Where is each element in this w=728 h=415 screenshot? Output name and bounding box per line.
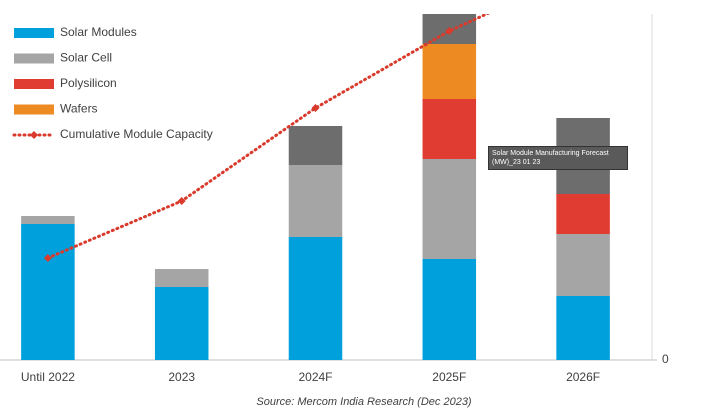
bar-segment <box>154 269 209 287</box>
x-tick-label: 2026F <box>566 370 600 384</box>
line-marker <box>177 197 186 205</box>
line <box>46 14 491 260</box>
legend-label: Cumulative Module Capacity <box>60 127 213 141</box>
legend-label: Wafers <box>60 102 98 116</box>
bar-segment <box>556 234 610 296</box>
line-marker <box>43 254 52 262</box>
y2-tick-label: 0 <box>662 352 669 366</box>
bar-segment <box>422 99 477 159</box>
line-marker <box>311 104 320 112</box>
bar-segment <box>21 216 75 224</box>
legend-label: Solar Cell <box>60 51 112 65</box>
legend-label: Solar Modules <box>60 25 137 39</box>
bar-segment <box>288 237 343 360</box>
plot <box>21 14 610 360</box>
bar-segment <box>422 159 477 259</box>
bar-segment <box>556 296 610 360</box>
line-marker <box>445 27 454 35</box>
x-tick-label: Until 2022 <box>21 370 75 384</box>
bar-segment <box>21 224 75 360</box>
tooltip: Solar Module Manufacturing Forecast (MW)… <box>488 146 628 170</box>
bar-segment <box>154 287 209 360</box>
legend-swatch <box>14 79 54 89</box>
legend-swatch <box>14 28 54 38</box>
legend-swatch <box>14 53 54 64</box>
legend-label: Polysilicon <box>60 76 117 90</box>
x-tick-label: 2023 <box>168 370 195 384</box>
source: Source: Mercom India Research (Dec 2023) <box>256 396 472 408</box>
bar-segment <box>556 194 610 234</box>
bar-segment <box>288 165 343 237</box>
bar-segment <box>422 259 477 360</box>
legend-swatch <box>14 104 54 115</box>
bar-segment <box>288 126 343 165</box>
x-tick-label: 2024F <box>298 370 332 384</box>
x-tick-label: 2025F <box>432 370 466 384</box>
bar-segment <box>422 44 477 99</box>
legend-marker <box>30 131 38 139</box>
